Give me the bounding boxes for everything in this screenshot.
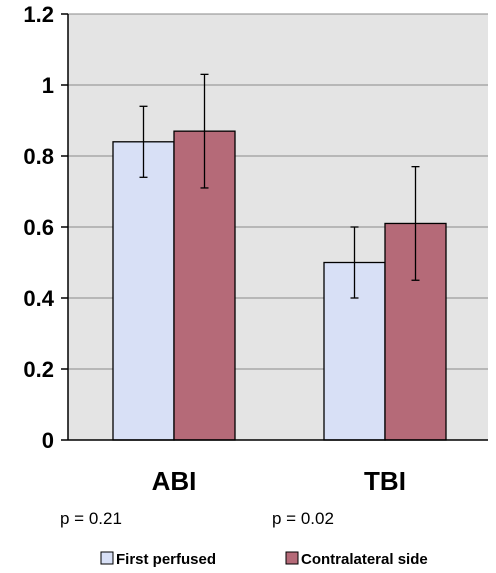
x-category-label: TBI <box>364 466 406 496</box>
y-axis-ticks: 0 0.2 0.4 0.6 0.8 1 1.2 <box>23 2 54 453</box>
legend-swatch <box>285 551 299 565</box>
y-tick-label: 0.2 <box>23 357 54 382</box>
y-tick-label: 0.4 <box>23 286 54 311</box>
x-axis-categories: ABI TBI <box>152 466 406 496</box>
legend-label: Contralateral side <box>301 551 428 568</box>
p-value-label: p = 0.02 <box>272 509 334 528</box>
y-tick-label: 0 <box>42 428 54 453</box>
error-bars <box>139 73 420 299</box>
axes <box>61 13 488 441</box>
bar <box>112 141 175 441</box>
p-value-annotations: p = 0.21 p = 0.02 <box>60 509 334 528</box>
y-tick-label: 0.8 <box>23 144 54 169</box>
x-category-label: ABI <box>152 466 197 496</box>
legend: First perfused Contralateral side <box>100 551 428 568</box>
legend-label: First perfused <box>116 551 216 568</box>
y-tick-label: 0.6 <box>23 215 54 240</box>
p-value-label: p = 0.21 <box>60 509 122 528</box>
y-tick-label: 1 <box>42 73 54 98</box>
legend-swatch <box>100 551 114 565</box>
y-tick-label: 1.2 <box>23 2 54 27</box>
